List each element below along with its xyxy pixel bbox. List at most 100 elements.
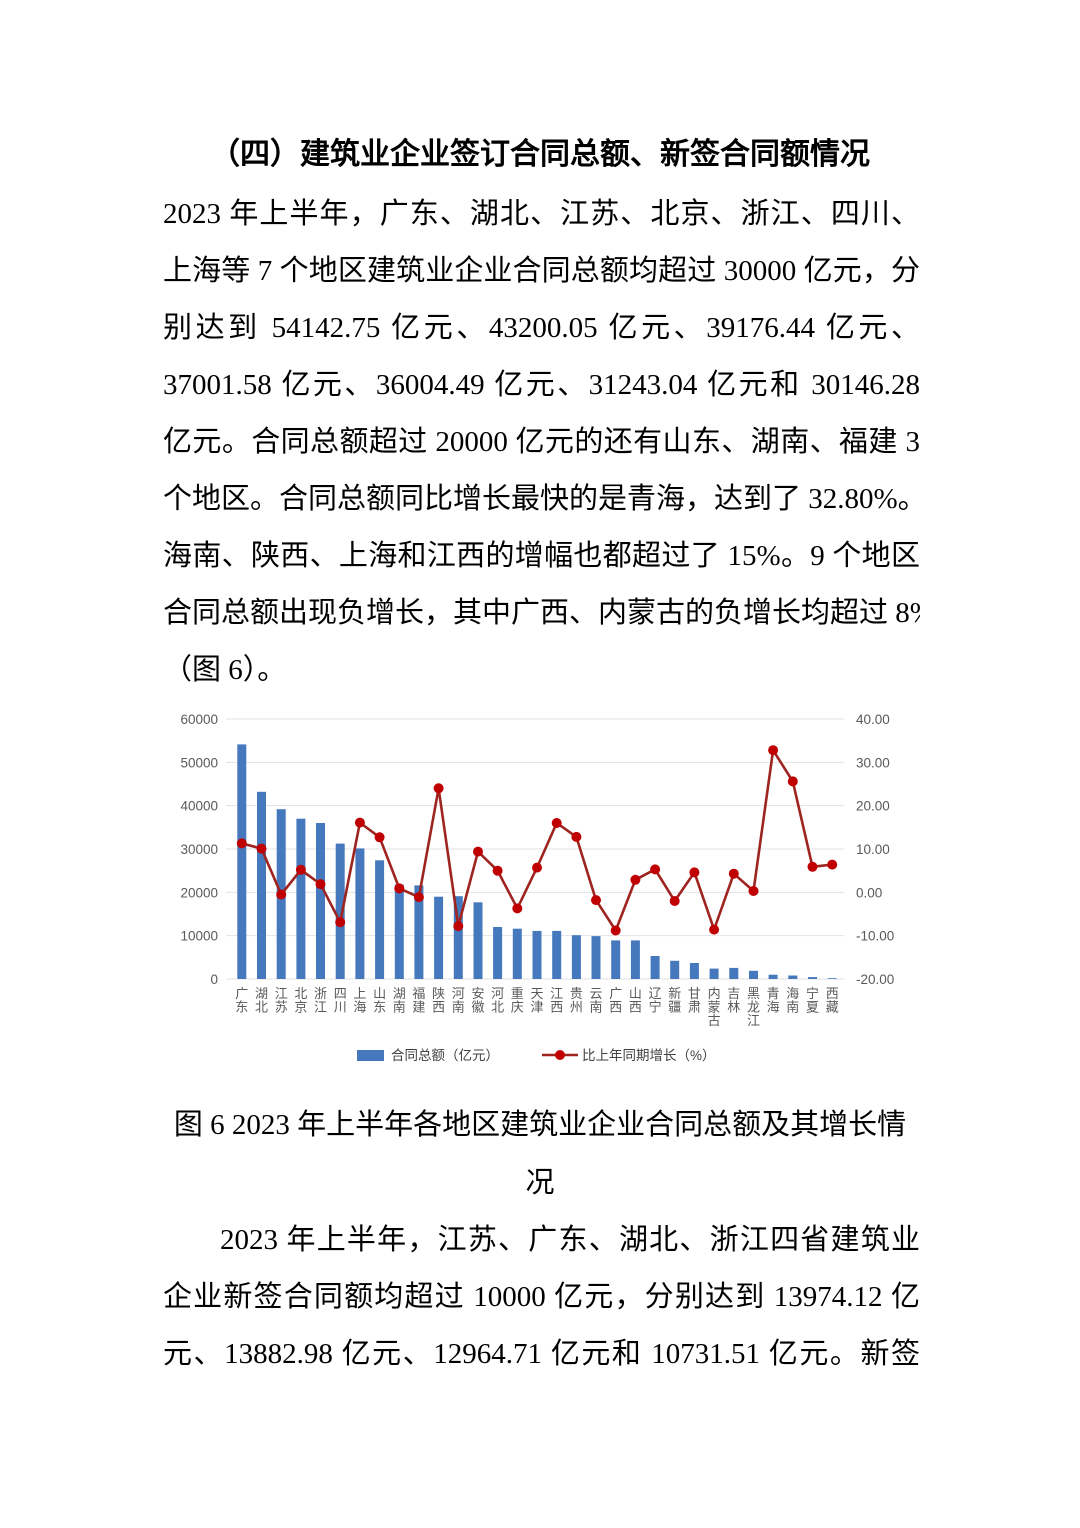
x-axis-label: 夏 bbox=[806, 1000, 819, 1015]
right-axis-tick: -20.00 bbox=[856, 972, 894, 987]
x-axis-label: 宁 bbox=[649, 1000, 662, 1015]
bar-浙江 bbox=[316, 823, 325, 979]
x-axis-label: 山 bbox=[629, 986, 642, 1001]
x-axis-label: 广 bbox=[235, 986, 248, 1001]
text-line: 个地区。合同总额同比增长最快的是青海，达到了 32.80%。 bbox=[163, 483, 920, 515]
x-axis-label: 林 bbox=[727, 1000, 740, 1015]
right-axis-tick: 30.00 bbox=[856, 755, 890, 770]
bar-新疆 bbox=[670, 960, 680, 979]
bar-山东 bbox=[375, 860, 385, 979]
left-axis-tick: 30000 bbox=[180, 842, 218, 857]
figure6-chart: 0 10000 20000 30000 40000 50000 60000 -20.00 -10… bbox=[180, 712, 894, 1063]
bar-甘肃 bbox=[689, 963, 699, 979]
growth-point-广西 bbox=[610, 925, 621, 936]
x-axis-label: 疆 bbox=[668, 1000, 681, 1015]
text-line: 亿元。合同总额超过 20000 亿元的还有山东、湖南、福建 3 bbox=[163, 426, 920, 458]
x-axis-label: 江 bbox=[275, 986, 288, 1001]
x-axis-label: 苏 bbox=[275, 1000, 288, 1015]
x-axis-label: 北 bbox=[294, 986, 307, 1001]
growth-point-安徽 bbox=[473, 846, 483, 857]
growth-point-天津 bbox=[532, 862, 542, 873]
x-axis-label: 庆 bbox=[511, 1000, 524, 1015]
x-axis-label: 江 bbox=[747, 1013, 760, 1028]
x-axis-label: 西 bbox=[629, 1000, 642, 1015]
bar-天津 bbox=[532, 930, 542, 979]
growth-point-云南 bbox=[591, 895, 601, 906]
growth-line bbox=[241, 746, 833, 934]
bar-安徽 bbox=[473, 902, 483, 979]
bar-吉林 bbox=[729, 967, 739, 979]
bar-云南 bbox=[591, 936, 601, 979]
text-line: 别达到 54142.75 亿元、43200.05 亿元、39176.44 亿元、 bbox=[163, 312, 920, 344]
left-axis-tick: 60000 bbox=[180, 712, 218, 727]
growth-point-山西 bbox=[630, 874, 641, 885]
bar-广西 bbox=[611, 940, 621, 979]
x-axis-label: 新 bbox=[668, 986, 681, 1001]
bar-series bbox=[237, 744, 837, 979]
x-axis-label: 河 bbox=[452, 986, 465, 1001]
paragraph-contract-total: 2023 年上半年，广东、湖北、江苏、北京、浙江、四川、 上海等 7 个地区建筑… bbox=[163, 186, 920, 699]
x-axis-label: 山 bbox=[373, 986, 386, 1001]
bar-湖南 bbox=[394, 884, 404, 979]
bar-黑龙江 bbox=[749, 970, 758, 979]
bar-江西 bbox=[552, 930, 562, 979]
right-axis-labels: -20.00 -10.00 0.00 10.00 20.00 30.00 40.00 bbox=[856, 712, 894, 987]
growth-point-河南 bbox=[453, 921, 464, 932]
growth-point-上海 bbox=[354, 817, 365, 828]
x-axis-label: 广 bbox=[609, 986, 622, 1001]
growth-point-浙江 bbox=[315, 879, 326, 890]
x-axis-label: 陕 bbox=[432, 986, 445, 1001]
left-axis-tick: 0 bbox=[210, 972, 218, 987]
bar-重庆 bbox=[512, 928, 522, 979]
right-axis-tick: -10.00 bbox=[856, 929, 894, 944]
x-axis-label: 肃 bbox=[688, 1000, 701, 1015]
growth-point-辽宁 bbox=[650, 864, 661, 875]
growth-point-江苏 bbox=[276, 889, 287, 900]
right-axis-tick: 20.00 bbox=[856, 799, 890, 814]
growth-point-黑龙江 bbox=[748, 886, 759, 896]
bar-青海 bbox=[768, 974, 778, 979]
caption-line: 图 6 2023 年上半年各地区建筑业企业合同总额及其增长情 bbox=[173, 1109, 907, 1141]
bar-内蒙古 bbox=[709, 968, 719, 979]
growth-point-湖北 bbox=[256, 843, 267, 854]
x-axis-label: 福 bbox=[412, 986, 425, 1001]
figure6: 0 10000 20000 30000 40000 50000 60000 -20.00 -10… bbox=[158, 698, 958, 1090]
x-axis-label: 东 bbox=[373, 1000, 386, 1015]
x-axis-label: 河 bbox=[491, 986, 504, 1001]
x-axis-label: 西 bbox=[550, 1000, 563, 1015]
x-axis-label: 湖 bbox=[393, 986, 406, 1001]
growth-point-北京 bbox=[295, 864, 306, 875]
x-axis-label: 湖 bbox=[255, 986, 268, 1001]
figure6-caption: 图 6 2023 年上半年各地区建筑业企业合同总额及其增长情 况 bbox=[0, 1096, 1080, 1212]
x-axis-label: 州 bbox=[570, 1000, 583, 1015]
x-axis-label: 江 bbox=[314, 1000, 327, 1015]
x-axis-label: 内 bbox=[708, 986, 721, 1001]
text-line: 37001.58 亿元、36004.49 亿元、31243.04 亿元和 301… bbox=[163, 369, 920, 401]
left-axis-tick: 20000 bbox=[180, 885, 218, 900]
x-axis-label: 安 bbox=[471, 986, 484, 1001]
x-axis-label: 青 bbox=[767, 986, 780, 1001]
x-axis-label: 津 bbox=[530, 1000, 543, 1015]
text-line: 企业新签合同额均超过 10000 亿元，分别达到 13974.12 亿 bbox=[163, 1281, 920, 1313]
x-axis-label: 甘 bbox=[688, 986, 701, 1001]
right-axis-tick: 10.00 bbox=[856, 842, 890, 857]
chart-legend: 合同总额（亿元） 比上年同期增长（%） bbox=[357, 1048, 716, 1063]
x-axis-label: 古 bbox=[708, 1013, 721, 1028]
x-axis-label: 黑 bbox=[747, 986, 760, 1001]
left-axis-tick: 50000 bbox=[180, 755, 218, 770]
growth-point-青海 bbox=[768, 745, 779, 756]
x-axis-label: 北 bbox=[255, 1000, 268, 1015]
growth-point-湖南 bbox=[394, 883, 405, 894]
x-axis-label: 藏 bbox=[826, 1000, 839, 1015]
growth-point-陕西 bbox=[433, 783, 444, 794]
bar-宁夏 bbox=[808, 977, 817, 979]
bar-福建 bbox=[414, 885, 424, 979]
left-axis-tick: 40000 bbox=[180, 799, 218, 814]
growth-point-广东 bbox=[236, 838, 247, 849]
legend-bar-label: 合同总额（亿元） bbox=[391, 1048, 499, 1063]
growth-point-四川 bbox=[335, 917, 346, 928]
bar-海南 bbox=[788, 975, 798, 979]
x-axis-label: 西 bbox=[826, 986, 839, 1001]
text-line: 海南、陕西、上海和江西的增幅也都超过了 15%。9 个地区 bbox=[163, 540, 920, 572]
x-axis-label: 天 bbox=[530, 986, 543, 1001]
